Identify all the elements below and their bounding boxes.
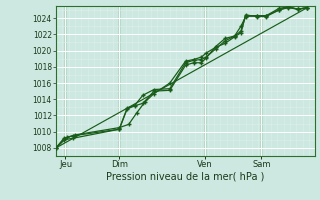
- X-axis label: Pression niveau de la mer( hPa ): Pression niveau de la mer( hPa ): [107, 172, 265, 182]
